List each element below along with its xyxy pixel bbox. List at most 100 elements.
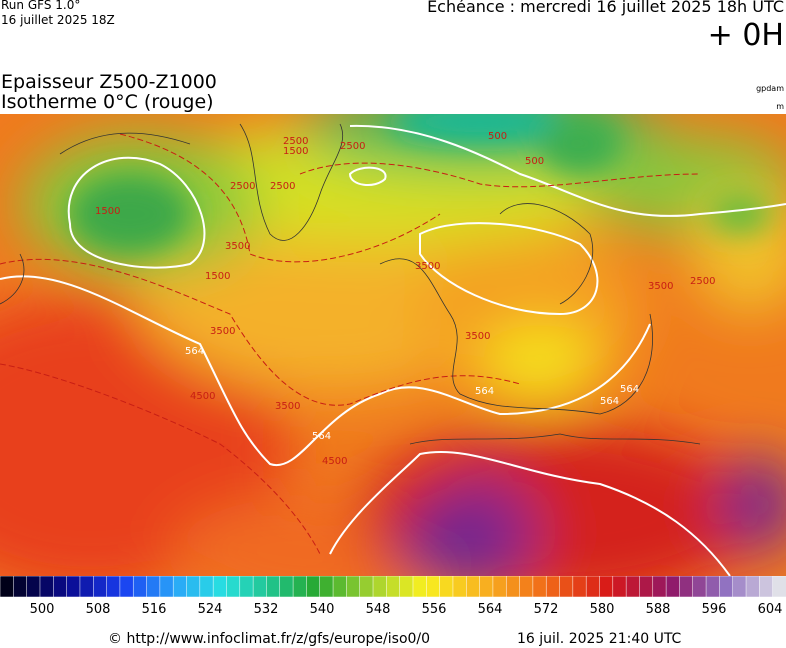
contour-label: 3500 — [465, 331, 490, 342]
subtitle: Isotherme 0°C (rouge) — [1, 91, 214, 113]
color-swatch — [93, 576, 108, 598]
color-swatch — [519, 576, 534, 598]
legend-label: 524 — [198, 602, 223, 617]
contour-label: 3500 — [415, 261, 440, 272]
color-swatch — [26, 576, 41, 598]
color-swatch — [132, 576, 148, 598]
contour-label: 1500 — [205, 271, 230, 282]
color-swatch — [199, 576, 214, 598]
legend-label: 580 — [590, 602, 615, 617]
color-swatch — [466, 576, 481, 598]
color-swatch — [479, 576, 494, 598]
color-swatch — [359, 576, 374, 598]
legend-label: 540 — [310, 602, 335, 617]
color-swatch — [492, 576, 507, 598]
contour-label: 564 — [185, 346, 204, 357]
color-swatch — [665, 576, 681, 598]
color-swatch — [306, 576, 321, 598]
contour-label: 564 — [620, 384, 639, 395]
legend-label: 508 — [86, 602, 111, 617]
unit: gpdam — [756, 84, 784, 93]
run: Run GFS 1.0° — [1, 0, 81, 12]
color-swatch — [599, 576, 614, 598]
run-date: 16 juillet 2025 18Z — [1, 13, 115, 27]
color-swatch — [559, 576, 574, 598]
legend-label: 596 — [702, 602, 727, 617]
contour-label: 2500 — [270, 181, 295, 192]
contour-label: 500 — [488, 131, 507, 142]
color-swatch — [652, 576, 667, 598]
contour-label: 500 — [525, 156, 544, 167]
title: Epaisseur Z500-Z1000 — [1, 71, 217, 93]
contour-label: 2500 — [283, 136, 308, 147]
color-swatch — [705, 576, 721, 598]
source-url: © http://www.infoclimat.fr/z/gfs/europe/… — [108, 631, 431, 647]
legend-label: 604 — [758, 602, 783, 617]
color-swatch — [66, 576, 81, 598]
legend-label: 564 — [478, 602, 503, 617]
color-swatch — [172, 576, 188, 598]
contour-label: 4500 — [322, 456, 347, 467]
color-swatch — [692, 576, 707, 598]
color-swatch — [226, 576, 241, 598]
color-swatch — [239, 576, 254, 598]
generated-time: 16 juil. 2025 21:40 UTC — [517, 631, 682, 647]
contour-label: 1500 — [283, 146, 308, 157]
color-swatch — [279, 576, 294, 598]
color-swatch — [79, 576, 95, 598]
color-swatch — [106, 576, 121, 598]
color-swatch — [266, 576, 281, 598]
contour-label: 4500 — [190, 391, 215, 402]
legend: 500 508 516 524 532 540 548 556 564 572 580 588 596 6… — [0, 576, 786, 617]
color-swatch — [612, 576, 627, 598]
color-swatch — [292, 576, 308, 598]
contour-label: 3500 — [648, 281, 673, 292]
contour-label: 564 — [312, 431, 331, 442]
contour-label: 564 — [475, 386, 494, 397]
color-swatch — [679, 576, 694, 598]
color-swatch — [745, 576, 761, 598]
color-swatch — [159, 576, 174, 598]
color-swatch — [0, 576, 15, 598]
color-swatch — [372, 576, 388, 598]
color-swatch — [346, 576, 361, 598]
color-swatch — [119, 576, 134, 598]
color-swatch — [772, 576, 786, 598]
color-swatch — [505, 576, 521, 598]
color-swatch — [545, 576, 561, 598]
contour-label: 2500 — [340, 141, 365, 152]
color-swatch — [252, 576, 268, 598]
legend-label: 572 — [534, 602, 559, 617]
legend-label: 588 — [646, 602, 671, 617]
color-swatch — [625, 576, 641, 598]
color-swatch — [212, 576, 228, 598]
color-swatch — [386, 576, 401, 598]
color-swatch — [585, 576, 601, 598]
contour-label: 2500 — [690, 276, 715, 287]
legend-label: 516 — [142, 602, 167, 617]
color-swatch — [39, 576, 55, 598]
contour-label: 2500 — [230, 181, 255, 192]
contour-label: 564 — [600, 396, 619, 407]
legend-label: 556 — [422, 602, 447, 617]
contour-label: 3500 — [210, 326, 235, 337]
color-swatch — [186, 576, 201, 598]
color-swatch — [439, 576, 454, 598]
color-swatch — [452, 576, 468, 598]
color-swatch — [13, 576, 28, 598]
legend-label: 548 — [366, 602, 391, 617]
color-swatch — [639, 576, 654, 598]
contour-label: 3500 — [275, 401, 300, 412]
color-swatch — [719, 576, 734, 598]
color-swatch — [53, 576, 68, 598]
color-swatch — [412, 576, 428, 598]
legend-label: 532 — [254, 602, 279, 617]
legend-label: 500 — [30, 602, 55, 617]
color-swatch — [332, 576, 348, 598]
color-swatch — [532, 576, 547, 598]
color-swatch — [572, 576, 587, 598]
color-swatch — [732, 576, 747, 598]
unit: m — [776, 102, 784, 111]
